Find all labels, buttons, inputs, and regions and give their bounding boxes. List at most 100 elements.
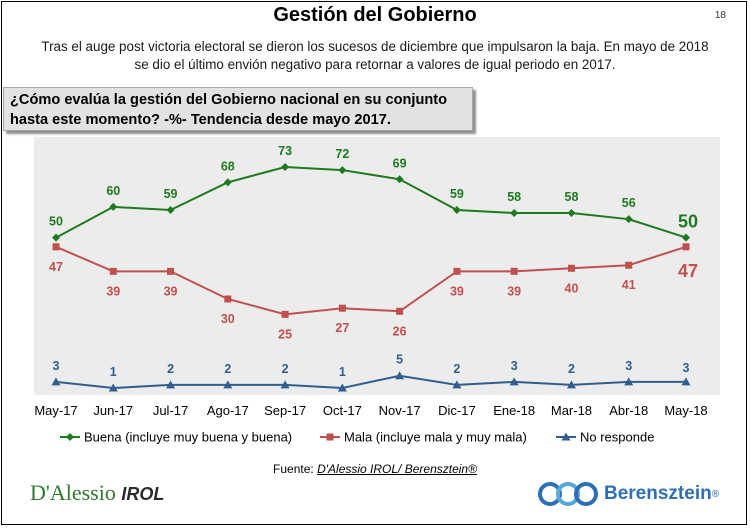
x-tick-label: May-18 xyxy=(664,403,707,418)
data-label-buena: 58 xyxy=(507,190,521,204)
data-label-mala: 27 xyxy=(335,321,349,335)
data-point-mala xyxy=(167,267,175,275)
data-label-no_responde: 2 xyxy=(568,362,575,376)
legend-marker-mala xyxy=(326,433,334,441)
x-tick-label: Mar-18 xyxy=(551,403,592,418)
data-point-no_responde xyxy=(566,380,576,389)
data-label-mala: 25 xyxy=(278,327,292,341)
berensztein-logo-reg: ® xyxy=(711,488,720,500)
data-label-no_responde: 1 xyxy=(339,365,346,379)
source-prefix: Fuente: xyxy=(273,462,318,476)
data-point-no_responde xyxy=(166,380,176,389)
data-point-buena xyxy=(567,209,576,218)
data-point-no_responde xyxy=(280,380,290,389)
x-tick-label: Sep-17 xyxy=(264,403,306,418)
data-label-mala: 39 xyxy=(507,284,521,298)
data-label-mala: 30 xyxy=(221,312,235,326)
question-box: ¿Cómo evalúa la gestión del Gobierno nac… xyxy=(3,87,473,131)
legend-label-buena: Buena (incluye muy buena y buena) xyxy=(84,430,292,445)
page-number: 18 xyxy=(714,10,726,21)
data-label-mala: 39 xyxy=(106,284,120,298)
x-tick-label: Jun-17 xyxy=(93,403,133,418)
data-label-mala: 26 xyxy=(393,324,407,338)
data-point-buena xyxy=(52,233,60,242)
data-point-buena xyxy=(510,209,519,218)
data-label-no_responde: 3 xyxy=(511,359,518,373)
data-label-no_responde: 2 xyxy=(453,362,460,376)
data-point-buena xyxy=(452,205,461,214)
data-label-no_responde: 2 xyxy=(282,362,289,376)
data-label-buena: 73 xyxy=(278,144,292,158)
data-point-mala xyxy=(510,267,518,275)
data-label-buena: 59 xyxy=(164,187,178,201)
data-point-buena xyxy=(109,202,118,211)
data-point-mala xyxy=(224,295,232,303)
data-label-mala: 47 xyxy=(49,260,63,274)
data-point-no_responde xyxy=(509,377,519,386)
data-label-buena: 68 xyxy=(221,159,235,173)
series-line-no_responde xyxy=(55,374,686,390)
question-line-2: hasta este momento? -%- Tendencia desde … xyxy=(10,112,391,128)
x-tick-label: Oct-17 xyxy=(323,403,362,418)
data-point-buena xyxy=(166,205,175,214)
data-point-mala xyxy=(52,243,60,251)
data-label-no_responde: 3 xyxy=(625,359,632,373)
data-point-mala xyxy=(625,261,633,269)
data-point-mala xyxy=(453,267,461,275)
legend-label-mala: Mala (incluye mala y muy mala) xyxy=(344,430,527,445)
data-point-mala xyxy=(281,310,289,318)
page-subtitle: Tras el auge post victoria electoral se … xyxy=(20,38,730,74)
data-point-mala xyxy=(338,304,346,312)
x-tick-label: Dic-17 xyxy=(438,403,476,418)
data-point-no_responde xyxy=(395,371,405,380)
data-label-no_responde: 3 xyxy=(683,361,690,375)
legend-marker-no_responde xyxy=(561,432,571,441)
series-line-mala xyxy=(55,245,687,316)
subtitle-line-1: Tras el auge post victoria electoral se … xyxy=(41,39,709,54)
data-label-buena: 72 xyxy=(335,147,349,161)
data-point-mala xyxy=(567,264,575,272)
berensztein-logo-name: Berensztein xyxy=(604,483,712,504)
data-label-buena: 50 xyxy=(678,212,698,232)
data-label-no_responde: 1 xyxy=(110,365,117,379)
x-tick-label: Jul-17 xyxy=(153,403,188,418)
data-label-buena: 69 xyxy=(393,156,407,170)
question-line-1: ¿Cómo evalúa la gestión del Gobierno nac… xyxy=(10,92,448,108)
data-label-mala: 39 xyxy=(164,284,178,298)
data-label-mala: 41 xyxy=(622,278,636,292)
data-label-no_responde: 2 xyxy=(224,362,231,376)
data-label-mala: 39 xyxy=(450,284,464,298)
data-label-buena: 58 xyxy=(565,190,579,204)
legend-marker-buena xyxy=(66,433,74,441)
legend-label-no_responde: No responde xyxy=(580,430,654,445)
data-point-buena xyxy=(281,163,290,171)
data-point-no_responde xyxy=(51,377,61,386)
data-point-buena xyxy=(682,233,690,242)
data-label-mala: 47 xyxy=(678,261,698,281)
data-point-buena xyxy=(395,175,404,184)
data-point-buena xyxy=(223,178,232,187)
data-label-buena: 56 xyxy=(622,196,636,210)
data-label-no_responde: 5 xyxy=(396,353,403,367)
data-point-buena xyxy=(624,215,633,224)
x-tick-label: Ago-17 xyxy=(207,403,249,418)
x-tick-label: Abr-18 xyxy=(609,403,648,418)
x-tick-label: Ene-18 xyxy=(493,403,535,418)
data-point-no_responde xyxy=(624,377,634,386)
data-label-mala: 40 xyxy=(565,281,579,295)
data-point-no_responde xyxy=(452,380,462,389)
data-point-no_responde xyxy=(681,377,691,386)
berensztein-logo-icon xyxy=(538,482,598,506)
berensztein-logo: Berensztein ® xyxy=(538,480,719,508)
x-tick-label: Nov-17 xyxy=(379,403,421,418)
data-point-buena xyxy=(338,166,347,175)
data-point-no_responde xyxy=(108,383,118,392)
data-label-no_responde: 3 xyxy=(53,359,60,373)
dalessio-logo-irol: IROL xyxy=(121,484,165,504)
source-names: D'Alessio IROL/ Berensztein® xyxy=(317,462,477,476)
data-point-mala xyxy=(109,267,117,275)
data-point-mala xyxy=(682,243,690,251)
data-point-mala xyxy=(396,307,404,315)
dalessio-logo: D'Alessio IROL xyxy=(30,480,164,506)
